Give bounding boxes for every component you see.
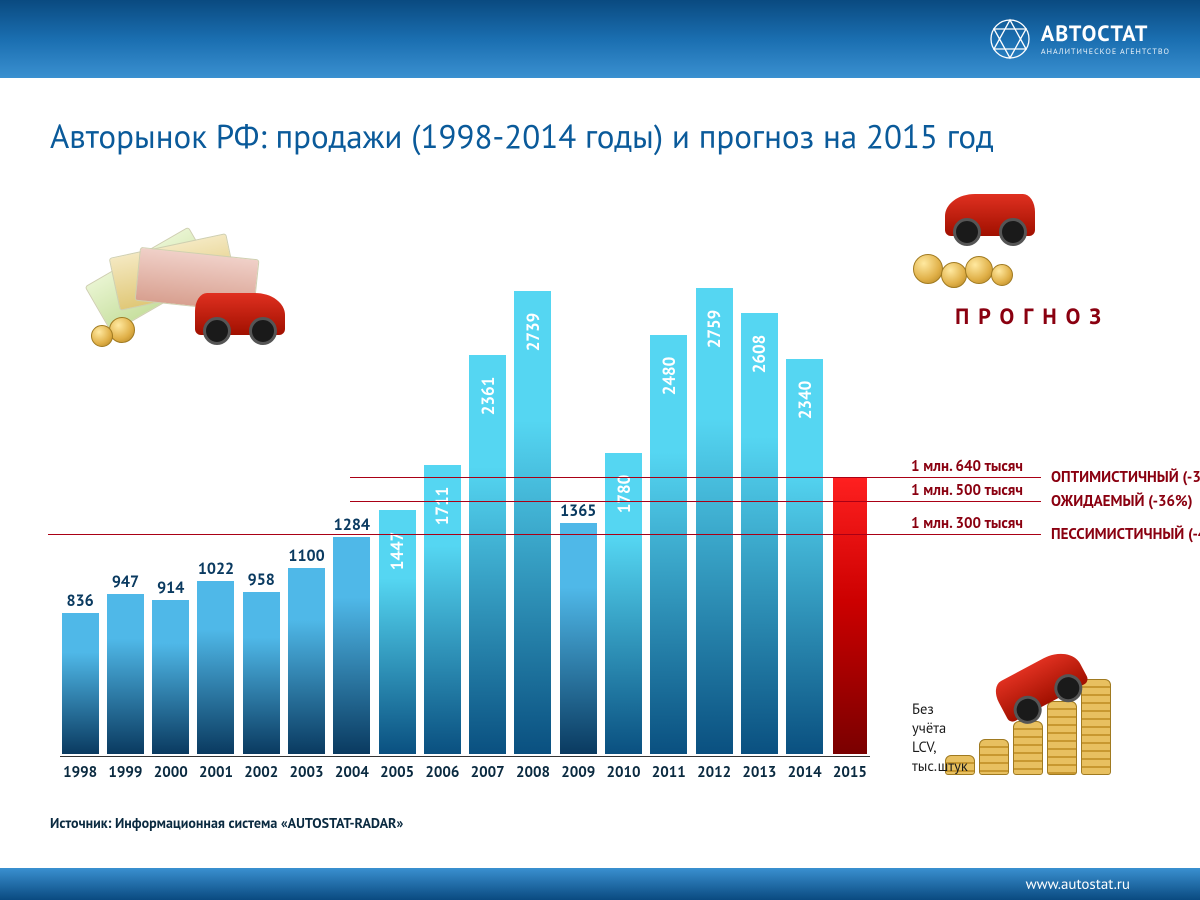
xaxis-note: Без учёта LCV, тыс.штук bbox=[912, 700, 968, 776]
bar-value: 958 bbox=[248, 570, 275, 590]
bar-value: 1711 bbox=[431, 487, 453, 526]
bar-2004: 1284 bbox=[333, 537, 370, 754]
xaxis-tick: 2006 bbox=[422, 757, 462, 782]
forecast-line bbox=[350, 477, 1041, 478]
forecast-value-label: 1 млн. 300 тысяч bbox=[911, 514, 1023, 533]
bar-value: 2340 bbox=[794, 381, 816, 420]
bar-2001: 1022 bbox=[197, 581, 234, 754]
bar-value: 836 bbox=[67, 591, 94, 611]
bar-value: 2759 bbox=[703, 310, 725, 349]
xaxis-tick: 2015 bbox=[830, 757, 870, 782]
footer-url: www.autostat.ru bbox=[1026, 875, 1130, 894]
xaxis-tick: 2004 bbox=[332, 757, 372, 782]
header-band: АВТОСТАТ АНАЛИТИЧЕСКОЕ АГЕНТСТВО bbox=[0, 0, 1200, 78]
xaxis-tick: 2010 bbox=[603, 757, 643, 782]
forecast-bar bbox=[833, 477, 867, 754]
xaxis-tick: 2008 bbox=[513, 757, 553, 782]
source-note: Источник: Информационная система «AUTOST… bbox=[50, 814, 403, 832]
bar-2000: 914 bbox=[152, 600, 189, 754]
bar-value: 1022 bbox=[198, 559, 234, 579]
xaxis-tick: 2001 bbox=[196, 757, 236, 782]
forecast-scenario-label: ПЕССИМИСТИЧНЫЙ (-45%) bbox=[1051, 525, 1200, 544]
bar-2002: 958 bbox=[243, 592, 280, 754]
bar-value: 2361 bbox=[477, 377, 499, 416]
bar-value: 1284 bbox=[334, 515, 370, 535]
forecast-value-label: 1 млн. 640 тысяч bbox=[911, 457, 1023, 476]
xaxis-tick: 2005 bbox=[377, 757, 417, 782]
footer-band: www.autostat.ru bbox=[0, 868, 1200, 900]
bar-value: 1100 bbox=[288, 546, 324, 566]
logo-title: АВТОСТАТ bbox=[1041, 23, 1170, 45]
logo: АВТОСТАТ АНАЛИТИЧЕСКОЕ АГЕНТСТВО bbox=[989, 18, 1170, 60]
logo-subtitle: АНАЛИТИЧЕСКОЕ АГЕНТСТВО bbox=[1041, 48, 1170, 56]
bar-value: 1780 bbox=[613, 475, 635, 514]
bar-value: 1447 bbox=[386, 532, 408, 571]
bar-2011: 2480 bbox=[650, 335, 687, 754]
forecast-title: ПРОГНОЗ bbox=[955, 303, 1110, 331]
xaxis-tick: 2012 bbox=[694, 757, 734, 782]
xaxis-tick: 1998 bbox=[60, 757, 100, 782]
logo-icon bbox=[989, 18, 1031, 60]
bar-2014: 2340 bbox=[786, 359, 823, 754]
forecast-scenario-label: ОПТИМИСТИЧНЫЙ (-30%) bbox=[1051, 468, 1200, 487]
xaxis-tick: 1999 bbox=[105, 757, 145, 782]
bar-2006: 1711 bbox=[424, 465, 461, 754]
xaxis-tick: 2013 bbox=[739, 757, 779, 782]
xaxis-tick: 2000 bbox=[151, 757, 191, 782]
bar-value: 947 bbox=[112, 572, 139, 592]
bar-value: 914 bbox=[157, 578, 184, 598]
bar-2010: 1780 bbox=[605, 453, 642, 754]
xaxis-tick: 2011 bbox=[649, 757, 689, 782]
xaxis-tick: 2002 bbox=[241, 757, 281, 782]
bar-2008: 2739 bbox=[514, 291, 551, 754]
xaxis-tick: 2003 bbox=[286, 757, 326, 782]
xaxis-tick: 2009 bbox=[558, 757, 598, 782]
forecast-scenario-label: ОЖИДАЕМЫЙ (-36%) bbox=[1051, 492, 1193, 511]
bar-1999: 947 bbox=[107, 594, 144, 754]
bar-1998: 836 bbox=[62, 613, 99, 754]
bar-2007: 2361 bbox=[469, 355, 506, 754]
xaxis-tick: 2014 bbox=[785, 757, 825, 782]
bar-2003: 1100 bbox=[288, 568, 325, 754]
bar-2012: 2759 bbox=[696, 288, 733, 754]
sales-chart: 8369479141022958110012841447171123612739… bbox=[60, 222, 870, 782]
page-title: Авторынок РФ: продажи (1998-2014 годы) и… bbox=[50, 115, 994, 158]
bar-value: 2608 bbox=[748, 335, 770, 374]
forecast-value-label: 1 млн. 500 тысяч bbox=[911, 481, 1023, 500]
xaxis-tick: 2007 bbox=[468, 757, 508, 782]
forecast-line bbox=[350, 501, 1041, 502]
bar-value: 2480 bbox=[658, 357, 680, 396]
bar-2009: 1365 bbox=[560, 523, 597, 754]
bar-value: 2739 bbox=[522, 313, 544, 352]
forecast-line bbox=[48, 534, 1041, 535]
bar-value: 1365 bbox=[560, 501, 596, 521]
bar-2005: 1447 bbox=[379, 510, 416, 754]
decor-car-coins-icon bbox=[905, 190, 1075, 300]
